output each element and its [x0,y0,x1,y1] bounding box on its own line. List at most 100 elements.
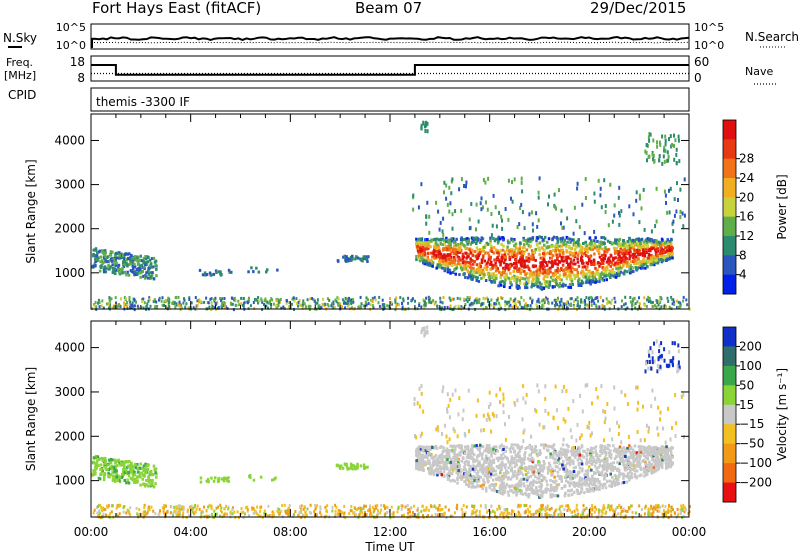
velocity-cell [316,504,319,508]
power-cell [295,302,298,305]
velocity-cell [546,504,549,508]
velocity-cell [438,467,441,471]
power-cell [423,252,427,256]
power-cell [351,257,354,261]
velocity-cell [651,512,654,516]
velocity-cell [403,513,405,517]
velocity-cell [143,503,146,507]
power-cell [373,296,376,300]
velocity-cell [626,509,629,513]
power-cell [613,263,616,267]
power-cell [537,274,541,278]
power-cell [649,257,653,260]
power-cell [154,259,158,263]
power-cell [439,237,443,241]
power-cell [555,283,558,287]
power-cell [454,272,457,276]
power-cell [485,241,489,245]
power-cell [143,301,146,305]
power-cell [402,297,405,301]
velocity-cell [536,509,539,513]
power-cell [418,259,422,263]
power-cell [567,237,570,241]
velocity-cell [369,509,372,513]
power-cell [543,235,547,239]
power-cell [660,305,663,309]
power-cell [604,210,607,214]
power-cell [450,237,453,241]
power-cell [418,302,421,306]
power-cell [603,257,607,261]
velocity-cell [240,507,243,511]
velocity-cell [107,514,110,518]
power-cell [626,306,629,310]
power-cell [235,303,238,307]
power-cell [566,216,569,221]
power-cell [139,254,142,258]
velocity-cell [396,510,399,514]
power-cell [502,244,505,248]
velocity-cell [589,510,592,514]
power-cell [558,244,561,248]
power-cell [152,256,156,260]
power-cell [529,237,532,241]
velocity-cell [145,512,148,516]
power-cell [102,260,106,264]
power-cell [572,231,575,236]
velocity-cell [628,444,631,448]
velocity-cell [265,512,267,516]
power-cell [575,245,579,249]
power-ytick-label: 1000 [54,266,85,280]
velocity-cell [152,509,155,513]
velocity-cell [489,511,492,515]
velocity-cell [595,507,598,511]
power-cell [523,306,526,309]
velocity-cell [494,514,497,518]
velocity-cell [120,476,123,479]
power-cell [554,259,557,263]
velocity-cell [581,510,584,514]
power-cell [652,138,655,143]
power-cell [633,296,636,300]
power-cell [151,271,154,275]
power-cell [93,262,97,266]
power-cell [213,306,216,310]
power-cell [593,246,597,250]
power-cell [442,216,445,221]
velocity-cell [173,509,176,513]
power-cell [520,259,523,262]
power-cell [362,304,365,308]
power-cell [652,153,655,158]
power-cell [589,282,592,286]
power-cell [372,306,375,310]
power-cell [270,306,273,309]
velocity-cell [436,473,439,477]
velocity-cell [202,510,205,514]
power-cell [639,246,643,250]
power-cell [574,298,577,302]
power-cell [131,270,135,274]
velocity-cell [193,505,196,509]
power-cell [531,299,533,303]
power-cell [514,266,517,270]
power-cell [603,178,606,183]
power-cell [219,272,222,276]
velocity-cell [550,514,553,517]
noise-right-label: N.Search [745,30,799,44]
velocity-cell [409,510,411,514]
power-cell [470,263,473,267]
power-cell [221,301,224,305]
power-cell [354,257,357,261]
power-cell [152,277,156,281]
velocity-cell [144,510,146,514]
velocity-cell [542,475,545,479]
power-cell [593,260,596,264]
power-cell [199,300,202,304]
power-cell [515,281,518,285]
velocity-cell [489,447,492,451]
power-cell [555,244,558,248]
power-cell [556,248,559,252]
power-cell [653,159,656,164]
power-cell [148,296,151,300]
power-cell [641,247,645,251]
